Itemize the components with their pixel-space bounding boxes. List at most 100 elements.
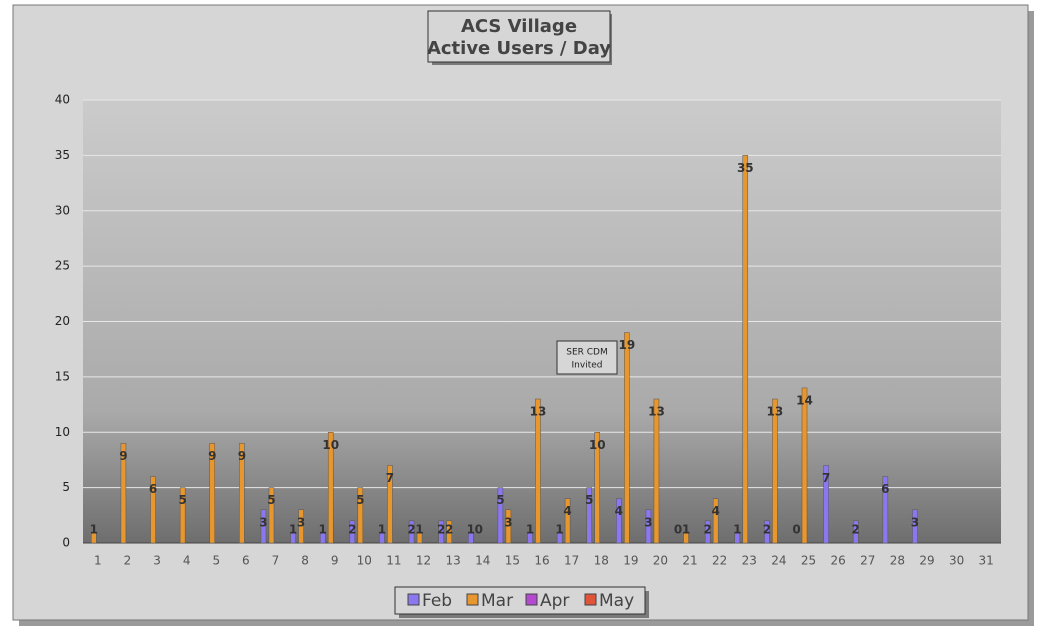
bar	[120, 443, 127, 544]
bar	[594, 432, 600, 544]
legend-label: Apr	[540, 591, 569, 611]
legend-swatch	[407, 593, 420, 606]
y-tick-label: 15	[55, 369, 70, 383]
data-label: 10	[322, 438, 339, 452]
data-label: 3	[644, 515, 652, 529]
bar	[683, 531, 689, 544]
x-tick-label: 16	[534, 554, 549, 568]
y-tick-label: 0	[62, 536, 70, 550]
bar	[772, 398, 778, 544]
x-tick-label: 30	[949, 554, 964, 568]
data-label: 5	[356, 493, 364, 507]
bar	[239, 443, 245, 544]
legend-swatch	[525, 593, 538, 606]
bar	[387, 465, 393, 544]
x-tick-label: 25	[801, 554, 816, 568]
data-label: 1	[90, 523, 98, 537]
bar	[742, 155, 749, 544]
data-label: 5	[178, 493, 186, 507]
data-label: 3	[297, 515, 305, 529]
bar	[616, 498, 622, 544]
x-tick-label: 23	[742, 554, 757, 568]
bar	[349, 520, 356, 544]
x-tick-label: 28	[890, 554, 905, 568]
x-tick-label: 2	[124, 554, 132, 568]
bar	[290, 531, 296, 544]
x-tick-label: 22	[712, 554, 727, 568]
data-label: 1	[467, 523, 475, 537]
x-tick-label: 7	[272, 554, 280, 568]
bar	[624, 332, 630, 544]
data-label: 1	[526, 523, 534, 537]
bar	[704, 520, 711, 544]
bar	[852, 520, 859, 544]
data-label: 1	[555, 523, 563, 537]
bar	[408, 520, 415, 544]
bar	[653, 398, 660, 544]
data-label: 3	[911, 515, 919, 529]
x-tick-label: 18	[594, 554, 609, 568]
data-label: 5	[496, 493, 504, 507]
x-tick-label: 20	[653, 554, 668, 568]
data-label: 3	[504, 515, 512, 529]
data-label: 2	[703, 523, 711, 537]
data-label: 0	[674, 523, 682, 537]
y-tick-label: 30	[55, 203, 70, 217]
y-tick-label: 5	[62, 480, 70, 494]
x-tick-label: 17	[564, 554, 579, 568]
data-label: 2	[852, 523, 860, 537]
legend-swatch	[584, 593, 597, 606]
data-label: 10	[589, 438, 606, 452]
data-label: 13	[648, 405, 665, 419]
bar	[438, 520, 444, 544]
chart-subtitle: Active Users / Day	[427, 38, 611, 59]
data-label: 0	[475, 523, 483, 537]
data-label: 2	[763, 523, 771, 537]
data-label: 13	[767, 405, 784, 419]
y-tick-label: 40	[55, 93, 70, 107]
x-tick-label: 19	[623, 554, 638, 568]
bar	[327, 432, 334, 544]
x-tick-label: 31	[979, 554, 994, 568]
data-label: 4	[563, 504, 571, 518]
bar	[150, 476, 156, 544]
bar	[416, 531, 423, 544]
bar	[379, 531, 385, 544]
y-tick-label: 10	[55, 425, 70, 439]
bar	[505, 509, 512, 544]
bar	[357, 487, 364, 544]
data-label: 0	[792, 523, 800, 537]
x-tick-label: 15	[505, 554, 520, 568]
bar	[468, 531, 474, 544]
bar	[912, 509, 918, 544]
bar	[209, 443, 216, 544]
data-label: 1	[415, 523, 423, 537]
bar	[645, 509, 652, 544]
legend	[394, 586, 646, 615]
y-tick-label: 25	[55, 259, 70, 273]
bar	[319, 531, 326, 544]
data-label: 19	[618, 338, 635, 352]
bar	[734, 531, 741, 544]
bar	[586, 487, 592, 544]
x-tick-label: 12	[416, 554, 431, 568]
data-label: 1	[378, 523, 386, 537]
x-tick-label: 11	[386, 554, 401, 568]
x-tick-label: 6	[242, 554, 250, 568]
data-label: 7	[822, 471, 830, 485]
x-tick-label: 1	[94, 554, 102, 568]
x-tick-label: 27	[860, 554, 875, 568]
x-tick-label: 10	[357, 554, 372, 568]
legend-label: Mar	[481, 591, 513, 611]
annotation-box	[556, 340, 618, 375]
title-box	[427, 10, 611, 63]
bar	[91, 531, 97, 544]
bar	[260, 509, 267, 544]
bar	[882, 476, 889, 544]
data-label: 14	[796, 393, 813, 407]
x-tick-label: 14	[475, 554, 490, 568]
bar	[564, 498, 571, 544]
x-tick-label: 3	[153, 554, 161, 568]
data-label: 2	[407, 523, 415, 537]
